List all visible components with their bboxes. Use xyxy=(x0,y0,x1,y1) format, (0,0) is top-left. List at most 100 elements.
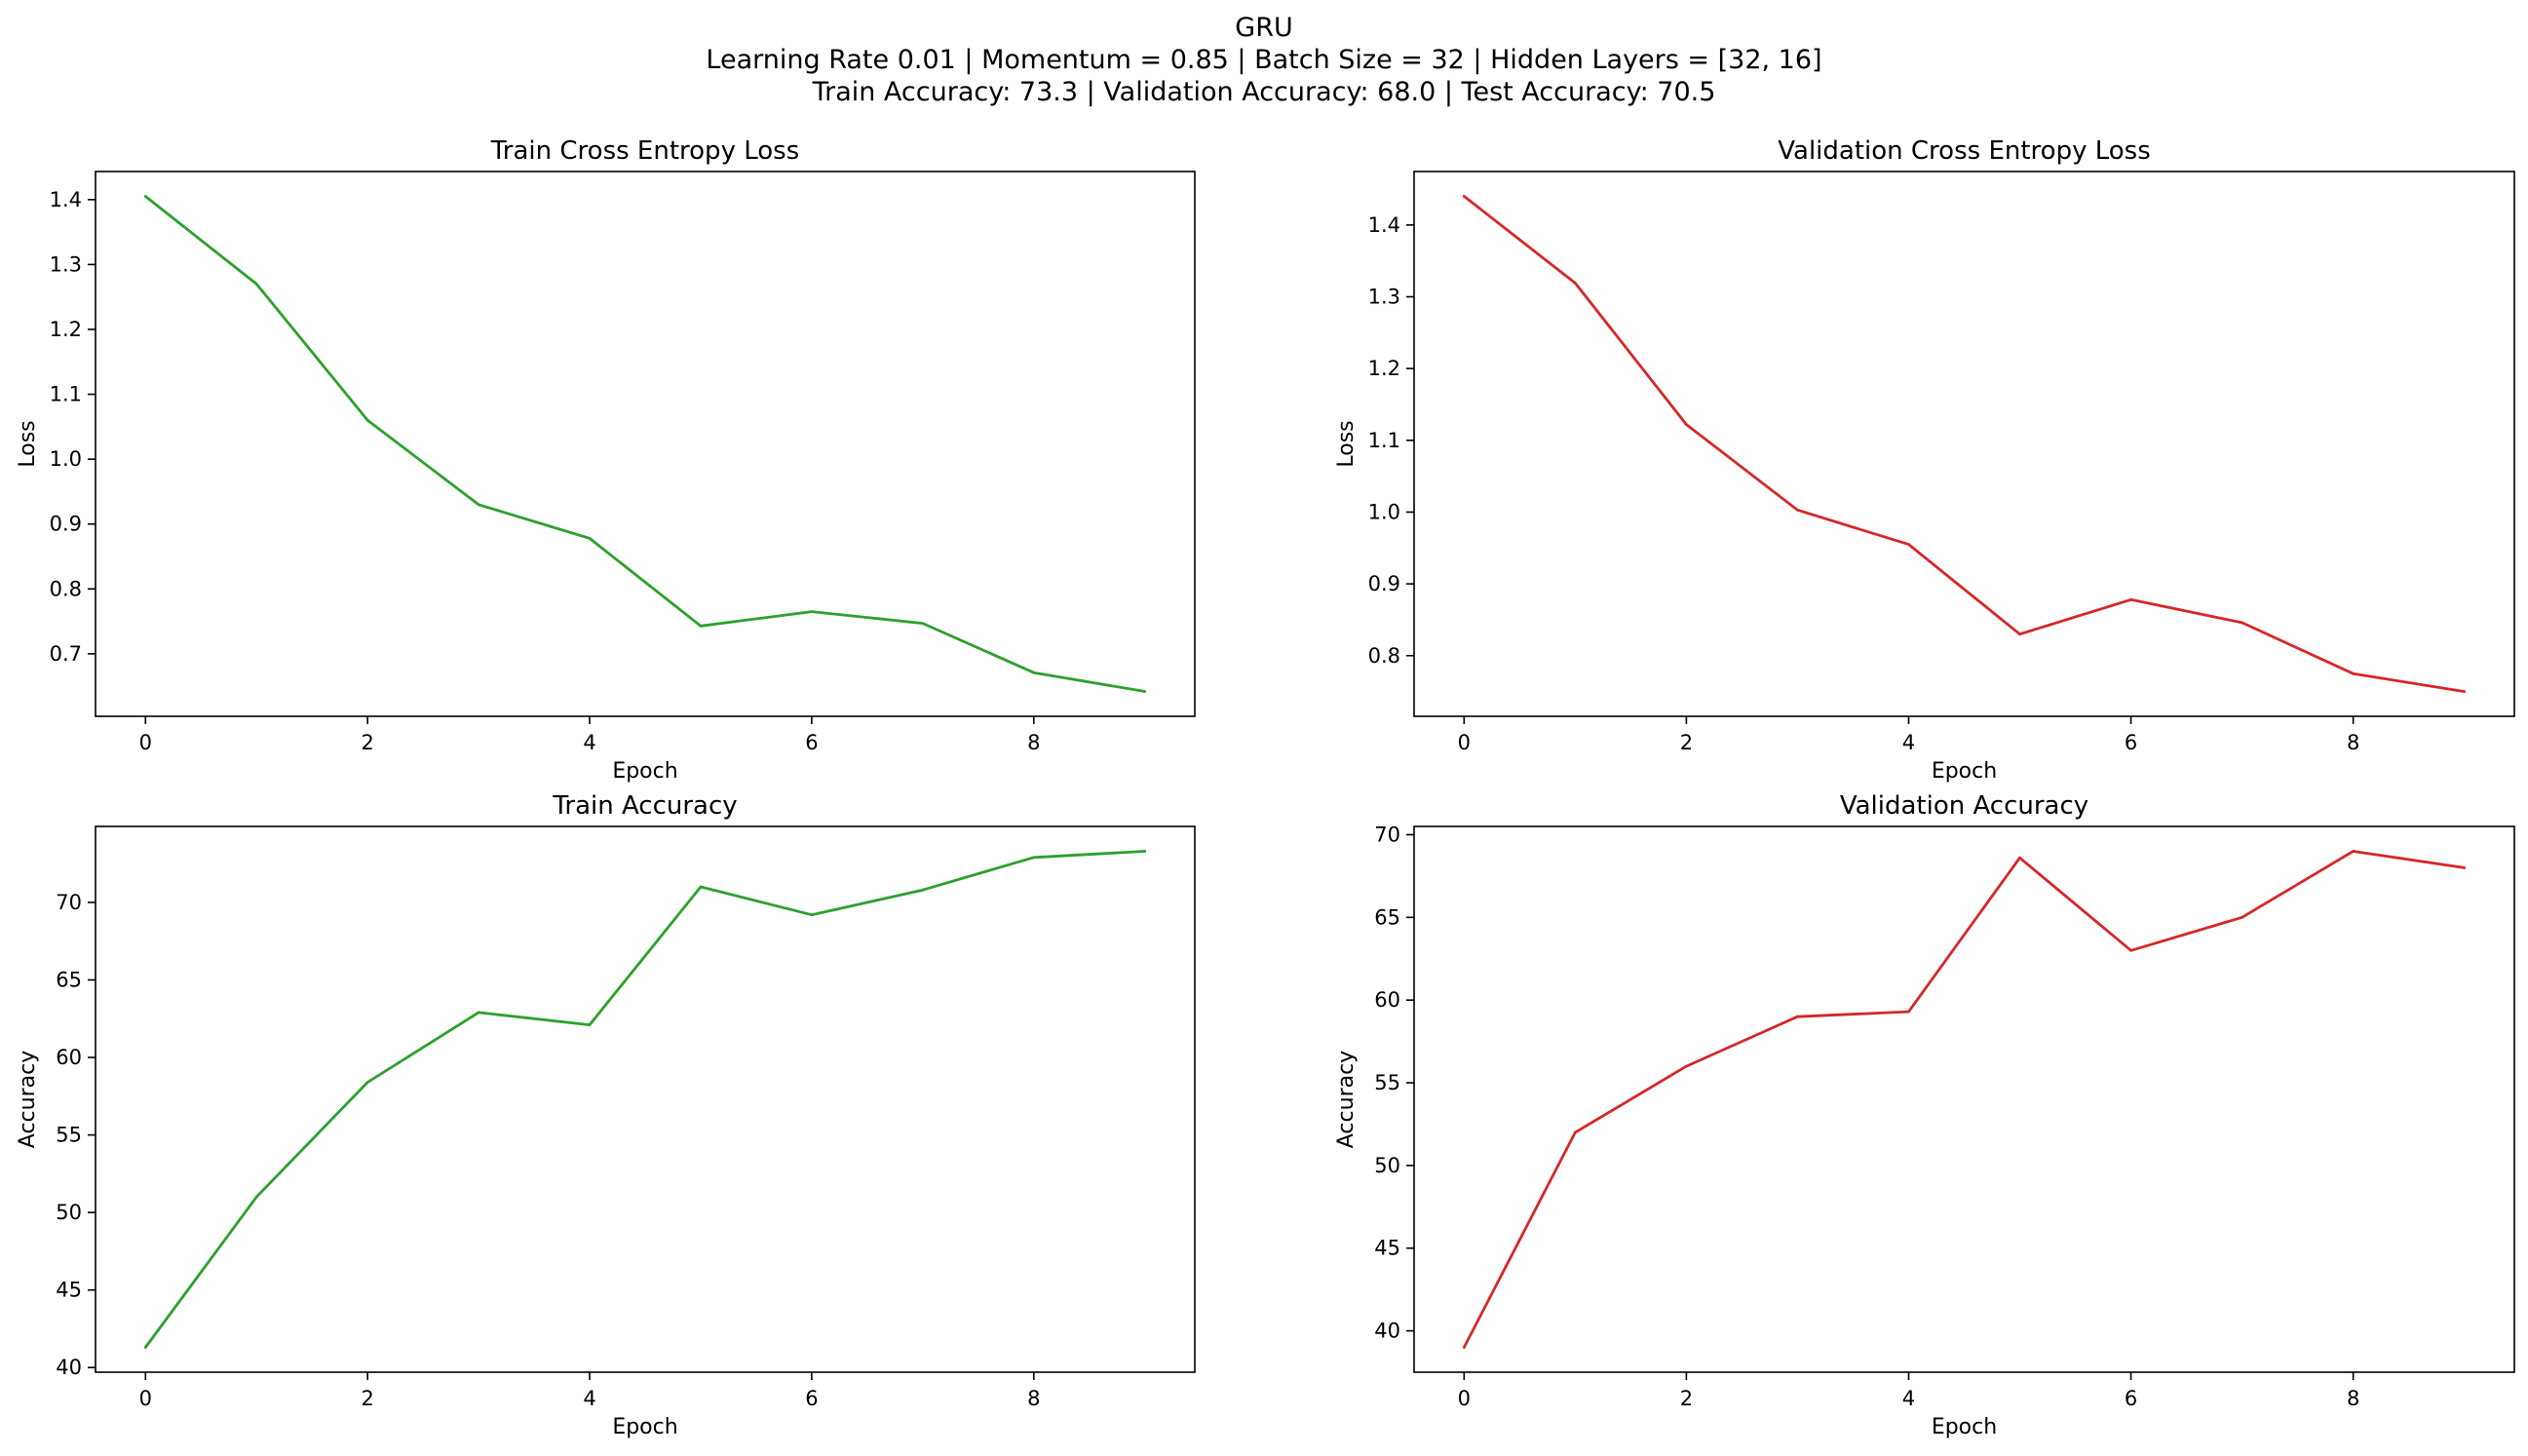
chart-validation-accuracy: Validation Accuracy 0 2 4 6 8 40 45 50 55 60 65 70 Ep… xyxy=(1334,791,2515,1439)
plot-frame xyxy=(1413,171,2515,717)
x-tick-label: 8 xyxy=(1027,731,1040,754)
y-tick-label: 1.1 xyxy=(50,383,82,406)
data-point xyxy=(1032,856,1036,860)
data-point xyxy=(810,610,814,614)
plot-frame xyxy=(95,171,1196,717)
y-tick-label: 1.0 xyxy=(50,447,82,471)
data-point xyxy=(1462,195,1466,198)
figure-title-line-1: GRU xyxy=(1235,13,1293,43)
x-axis-label: Epoch xyxy=(612,759,677,784)
x-tick-label: 6 xyxy=(805,1387,818,1410)
figure-title-line-2: Learning Rate 0.01 | Momentum = 0.85 | B… xyxy=(706,45,1822,75)
x-tick-label: 0 xyxy=(139,731,152,754)
y-tick-label: 0.9 xyxy=(1368,572,1400,595)
data-point xyxy=(365,1081,369,1084)
data-point xyxy=(699,624,703,628)
y-tick-label: 60 xyxy=(56,1046,82,1069)
y-tick-label: 0.8 xyxy=(50,577,82,600)
data-point xyxy=(365,418,369,422)
y-tick-label: 45 xyxy=(56,1279,82,1302)
series-line xyxy=(1463,195,2465,693)
y-tick-label: 0.8 xyxy=(1368,644,1400,668)
x-tick-label: 0 xyxy=(1458,1387,1471,1410)
series-line xyxy=(144,195,1145,693)
data-point xyxy=(1032,671,1036,674)
data-point xyxy=(1143,850,1147,853)
y-tick-label: 0.9 xyxy=(50,513,82,536)
y-tick-label: 1.2 xyxy=(50,318,82,341)
data-point xyxy=(810,913,814,917)
chart-title: Validation Accuracy xyxy=(1840,791,2088,821)
y-tick-label: 50 xyxy=(1374,1154,1400,1177)
x-axis-label: Epoch xyxy=(1932,1415,1997,1439)
data-point xyxy=(1907,543,1910,547)
x-tick-label: 4 xyxy=(1902,1387,1915,1410)
y-tick-label: 1.3 xyxy=(50,252,82,276)
series-line xyxy=(144,850,1145,1349)
chart-train-loss: Train Cross Entropy Loss 0 2 4 6 8 0.7 0.8 0.9 1.… xyxy=(16,136,1196,784)
data-point xyxy=(477,1011,480,1015)
y-tick-label: 70 xyxy=(56,891,82,914)
data-point xyxy=(1796,1015,1799,1018)
data-point xyxy=(143,1346,147,1349)
data-point xyxy=(1143,690,1147,693)
data-point xyxy=(254,1195,258,1199)
x-tick-label: 2 xyxy=(1680,1387,1693,1410)
x-tick-label: 8 xyxy=(2347,1387,2359,1410)
x-tick-label: 2 xyxy=(361,1387,373,1410)
y-axis-label: Loss xyxy=(1334,420,1359,467)
y-tick-label: 65 xyxy=(56,969,82,992)
data-point xyxy=(2352,671,2356,675)
x-tick-label: 8 xyxy=(2347,731,2359,754)
y-tick-label: 1.2 xyxy=(1368,357,1400,380)
x-tick-label: 4 xyxy=(583,1387,595,1410)
chart-validation-loss: Validation Cross Entropy Loss 0 2 4 6 8 0.8 0.9… xyxy=(1334,136,2515,784)
data-point xyxy=(921,888,925,892)
y-tick-label: 1.4 xyxy=(50,188,82,211)
y-axis-label: Accuracy xyxy=(16,1051,40,1148)
y-tick-label: 45 xyxy=(1374,1237,1400,1260)
chart-title: Validation Cross Entropy Loss xyxy=(1778,136,2151,166)
data-point xyxy=(2463,690,2467,693)
x-axis-label: Epoch xyxy=(1932,759,1997,784)
data-point xyxy=(588,1023,592,1027)
figure-title: GRU Learning Rate 0.01 | Momentum = 0.85… xyxy=(0,12,2528,108)
y-tick-label: 65 xyxy=(1374,905,1400,929)
y-tick-label: 70 xyxy=(1374,823,1400,846)
y-tick-label: 0.7 xyxy=(50,642,82,666)
data-point xyxy=(143,195,147,198)
data-point xyxy=(2241,915,2244,919)
y-tick-label: 40 xyxy=(1374,1320,1400,1343)
y-tick-label: 1.0 xyxy=(1368,500,1400,523)
x-tick-label: 6 xyxy=(2125,731,2137,754)
y-tick-label: 1.3 xyxy=(1368,286,1400,309)
figure-title-line-3: Train Accuracy: 73.3 | Validation Accura… xyxy=(812,77,1716,107)
y-tick-label: 55 xyxy=(56,1124,82,1147)
x-tick-label: 4 xyxy=(583,731,595,754)
y-tick-label: 50 xyxy=(56,1201,82,1224)
data-point xyxy=(921,622,925,625)
x-axis-label: Epoch xyxy=(612,1415,677,1439)
plot-frame xyxy=(95,825,1196,1373)
y-tick-label: 1.1 xyxy=(1368,429,1400,452)
data-point xyxy=(2241,621,2244,625)
data-point xyxy=(1796,508,1799,512)
x-tick-label: 6 xyxy=(2125,1387,2137,1410)
data-point xyxy=(1907,1010,1910,1014)
data-point xyxy=(699,885,703,889)
data-point xyxy=(2018,856,2021,860)
x-tick-label: 4 xyxy=(1902,731,1915,754)
data-point xyxy=(477,503,480,507)
series-line xyxy=(1463,850,2465,1349)
x-tick-label: 2 xyxy=(1680,731,1693,754)
x-tick-label: 0 xyxy=(1458,731,1471,754)
y-axis-label: Loss xyxy=(16,420,40,467)
data-point xyxy=(588,536,592,540)
data-point xyxy=(1684,423,1688,427)
x-tick-label: 8 xyxy=(1027,1387,1040,1410)
y-tick-label: 1.4 xyxy=(1368,213,1400,237)
data-point xyxy=(2463,866,2467,869)
plot-frame xyxy=(1413,825,2515,1373)
y-tick-label: 40 xyxy=(56,1356,82,1379)
data-point xyxy=(1684,1064,1688,1068)
